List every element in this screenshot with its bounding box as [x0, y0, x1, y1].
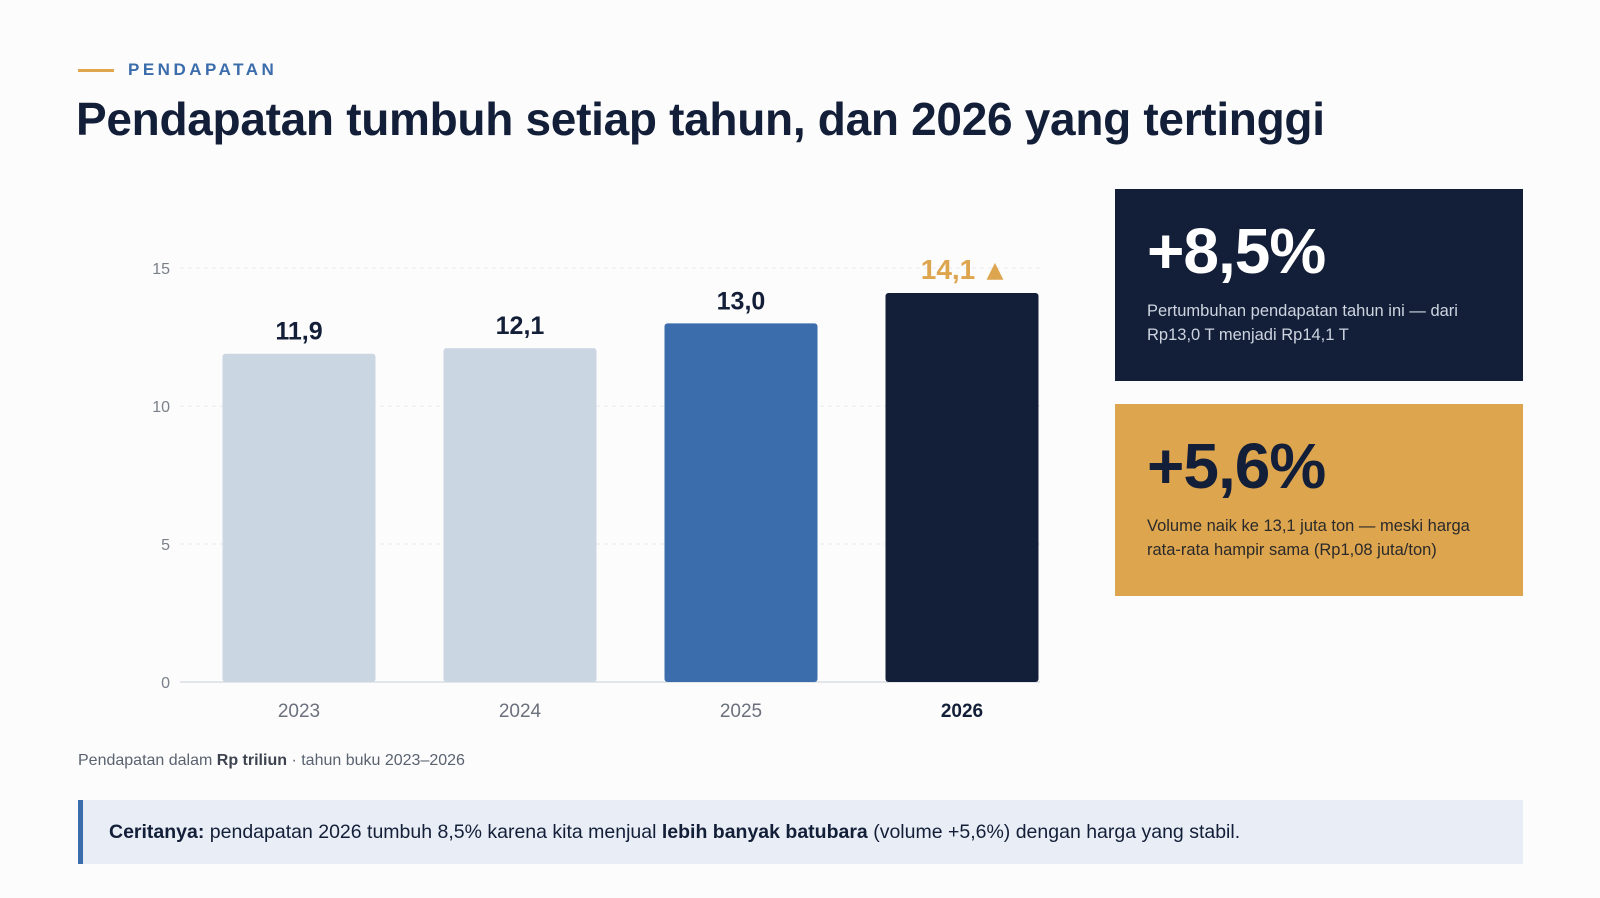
x-tick-label-2024: 2024	[499, 701, 542, 722]
kpi-value: +8,5%	[1147, 215, 1326, 287]
page-title: Pendapatan tumbuh setiap tahun, dan 2026…	[76, 93, 1325, 145]
data-label-2023: 11,9	[275, 318, 322, 346]
data-label-2026: 14,1	[921, 254, 976, 285]
data-label-2024: 12,1	[496, 312, 545, 340]
story-lead: Ceritanya:	[109, 820, 205, 843]
x-tick-label-2025: 2025	[720, 701, 762, 722]
kpi-description: Pertumbuhan pendapatan tahun ini — dari …	[1147, 302, 1458, 344]
eyebrow-accent-line	[78, 68, 114, 72]
y-tick-label: 5	[161, 537, 170, 554]
chart-caption: Pendapatan dalam Rp triliun · tahun buku…	[78, 752, 465, 770]
x-tick-label-2026: 2026	[941, 701, 983, 722]
bar-2026	[885, 293, 1039, 682]
revenue-bar-chart: 0 5 10 15 11,9 2023 12,1 2024 13,0 2025 14,1 ▲ 2026	[152, 254, 1040, 722]
story-text-end: (volume +5,6%) dengan harga yang stabil.	[867, 820, 1241, 843]
bar-2024	[443, 348, 597, 682]
bar-2025	[664, 323, 818, 682]
up-triangle-icon: ▲	[987, 258, 1004, 283]
x-tick-label-2023: 2023	[278, 701, 320, 722]
story-callout: Ceritanya: pendapatan 2026 tumbuh 8,5% k…	[78, 800, 1523, 864]
caption-unit: Rp triliun	[216, 752, 287, 769]
bar-2023	[222, 353, 376, 682]
story-highlight: lebih banyak batubara	[661, 820, 868, 843]
y-tick-label: 15	[152, 261, 170, 278]
kpi-card-volume-growth: +5,6% Volume naik ke 13,1 juta ton — mes…	[1115, 404, 1523, 596]
section-eyebrow: PENDAPATAN	[78, 60, 277, 80]
label-layer: 11,9 2023 12,1 2024 13,0 2025 14,1 ▲ 2026	[275, 254, 1003, 722]
caption-prefix: Pendapatan dalam	[78, 752, 217, 769]
data-label-2025: 13,0	[717, 287, 766, 315]
y-tick-label: 0	[161, 675, 170, 692]
caption-suffix: · tahun buku 2023–2026	[287, 752, 465, 769]
y-tick-label: 10	[152, 399, 170, 416]
kpi-card-revenue-growth: +8,5% Pertumbuhan pendapatan tahun ini —…	[1115, 189, 1523, 381]
kpi-description: Volume naik ke 13,1 juta ton — meski har…	[1147, 517, 1470, 559]
kpi-value: +5,6%	[1147, 430, 1326, 502]
story-text: pendapatan 2026 tumbuh 8,5% karena kita …	[204, 820, 662, 843]
eyebrow-label: PENDAPATAN	[128, 60, 278, 79]
bar-layer	[222, 293, 1039, 682]
